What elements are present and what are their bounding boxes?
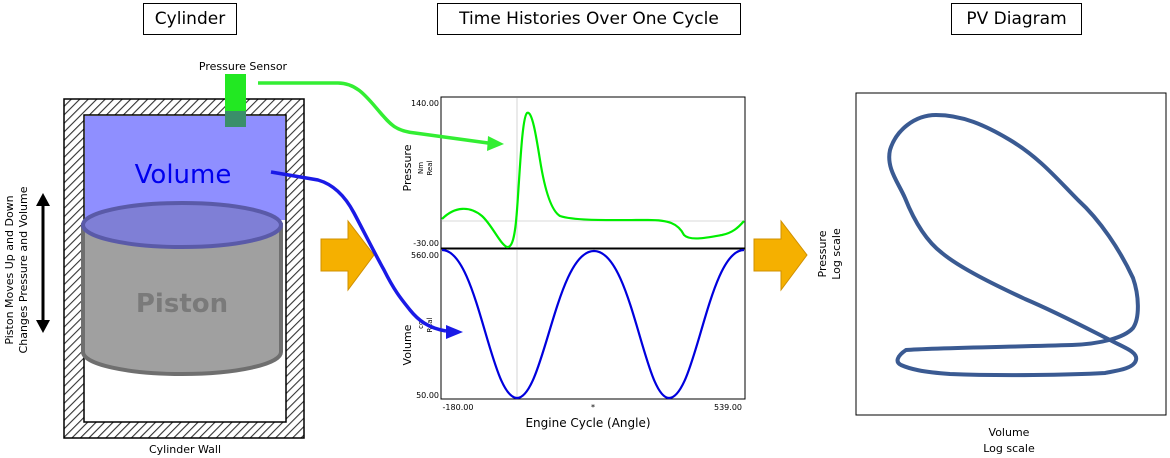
pressure-unit-1: Nm — [417, 162, 425, 174]
x-axis-label: Engine Cycle (Angle) — [525, 416, 650, 430]
pressure-axis-label: Pressure — [401, 144, 414, 191]
pressure-sensor-tip — [225, 111, 246, 127]
cylinder-illustration: Pressure Sensor Volume Piston Cylinder W… — [3, 60, 305, 456]
x-end-tick: 539.00 — [714, 403, 742, 412]
volume-plot-frame — [440, 248, 746, 400]
pressure-unit-2: Real — [426, 160, 434, 175]
x-mid-marker: * — [591, 403, 595, 412]
flow-arrow-2 — [753, 219, 808, 292]
pv-diagram: Pressure Log scale Volume Log scale — [816, 92, 1167, 455]
piston — [81, 201, 283, 376]
pv-ylabel: Pressure — [816, 230, 829, 277]
pressure-connector-arrow — [258, 81, 504, 151]
pv-xlabel: Volume — [989, 426, 1030, 439]
volume-label: Volume — [135, 160, 232, 190]
pressure-plot-frame — [440, 96, 746, 249]
pv-xlabel-scale: Log scale — [983, 442, 1035, 455]
volume-min-tick: 50.00 — [416, 391, 439, 400]
pressure-min-tick: -30.00 — [413, 239, 439, 248]
pv-plot-frame — [855, 92, 1167, 416]
pressure-sensor-label: Pressure Sensor — [199, 60, 288, 73]
volume-max-tick: 560.00 — [411, 251, 439, 260]
volume-axis-label: Volume — [401, 324, 414, 365]
motion-text-line1: Piston Moves Up and Down — [3, 195, 16, 344]
pv-loop — [887, 113, 1140, 378]
piston-label: Piston — [136, 289, 228, 319]
pressure-trace — [441, 111, 745, 249]
cylinder-title: Cylinder — [143, 3, 237, 35]
pressure-max-tick: 140.00 — [411, 99, 439, 108]
piston-top — [81, 201, 283, 249]
motion-text-line2: Changes Pressure and Volume — [17, 186, 30, 353]
cylinder-wall-label: Cylinder Wall — [149, 443, 221, 456]
flow-arrow-1 — [320, 219, 375, 292]
time-histories-title: Time Histories Over One Cycle — [437, 3, 741, 35]
volume-unit-1: cc — [417, 321, 425, 329]
pv-ylabel-scale: Log scale — [830, 228, 843, 280]
pv-diagram-title: PV Diagram — [951, 3, 1082, 35]
volume-connector-arrow — [270, 170, 463, 339]
volume-trace — [441, 248, 745, 400]
motion-arrow — [36, 193, 50, 333]
x-start-tick: -180.00 — [443, 403, 474, 412]
time-histories-chart: Pressure Nm Real 140.00 -30.00 Volume cc… — [401, 96, 746, 430]
